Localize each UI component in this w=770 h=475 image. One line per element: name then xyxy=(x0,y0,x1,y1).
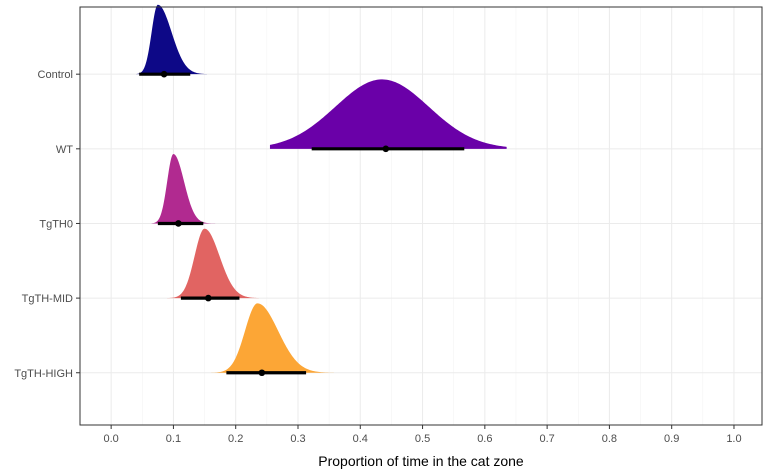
point-estimate-control xyxy=(160,70,168,78)
x-tick-label: 0.5 xyxy=(415,433,430,445)
density-control xyxy=(136,4,214,75)
point-estimate-tgth-high xyxy=(258,369,266,377)
x-tick-label: 0.1 xyxy=(166,433,181,445)
x-tick-label: 0.7 xyxy=(539,433,554,445)
y-tick-label: Control xyxy=(38,69,73,81)
y-tick-label: WT xyxy=(56,144,73,156)
x-tick-label: 0.6 xyxy=(477,433,492,445)
x-axis: 0.0 0.1 0.2 0.3 0.4 0.5 0.6 0.7 0.8 0.9 1.0 xyxy=(103,425,742,445)
density-tgth-high xyxy=(203,303,351,373)
x-tick-label: 0.8 xyxy=(602,433,617,445)
grid-lines xyxy=(80,7,762,425)
interval-layer xyxy=(139,70,465,377)
x-tick-label: 1.0 xyxy=(726,433,741,445)
x-tick-label: 0.4 xyxy=(353,433,368,445)
density-tgth-mid xyxy=(167,228,259,299)
density-tgth0 xyxy=(151,154,221,224)
density-wt xyxy=(269,79,507,149)
point-estimate-tgth0 xyxy=(175,220,182,227)
x-tick-label: 0.9 xyxy=(664,433,679,445)
y-tick-label: TgTH-MID xyxy=(22,293,73,305)
y-axis: Control WT TgTH0 TgTH-MID TgTH-HIGH xyxy=(14,69,80,380)
density-layer xyxy=(136,4,507,373)
point-estimate-wt xyxy=(382,145,390,153)
y-tick-label: TgTH0 xyxy=(39,218,73,230)
x-tick-label: 0.3 xyxy=(290,433,305,445)
panel-border xyxy=(79,6,763,426)
x-axis-title: Proportion of time in the cat zone xyxy=(318,453,524,469)
x-tick-label: 0.2 xyxy=(228,433,243,445)
y-tick-label: TgTH-HIGH xyxy=(14,368,73,380)
point-estimate-tgth-mid xyxy=(205,294,212,302)
x-tick-label: 0.0 xyxy=(103,433,118,445)
